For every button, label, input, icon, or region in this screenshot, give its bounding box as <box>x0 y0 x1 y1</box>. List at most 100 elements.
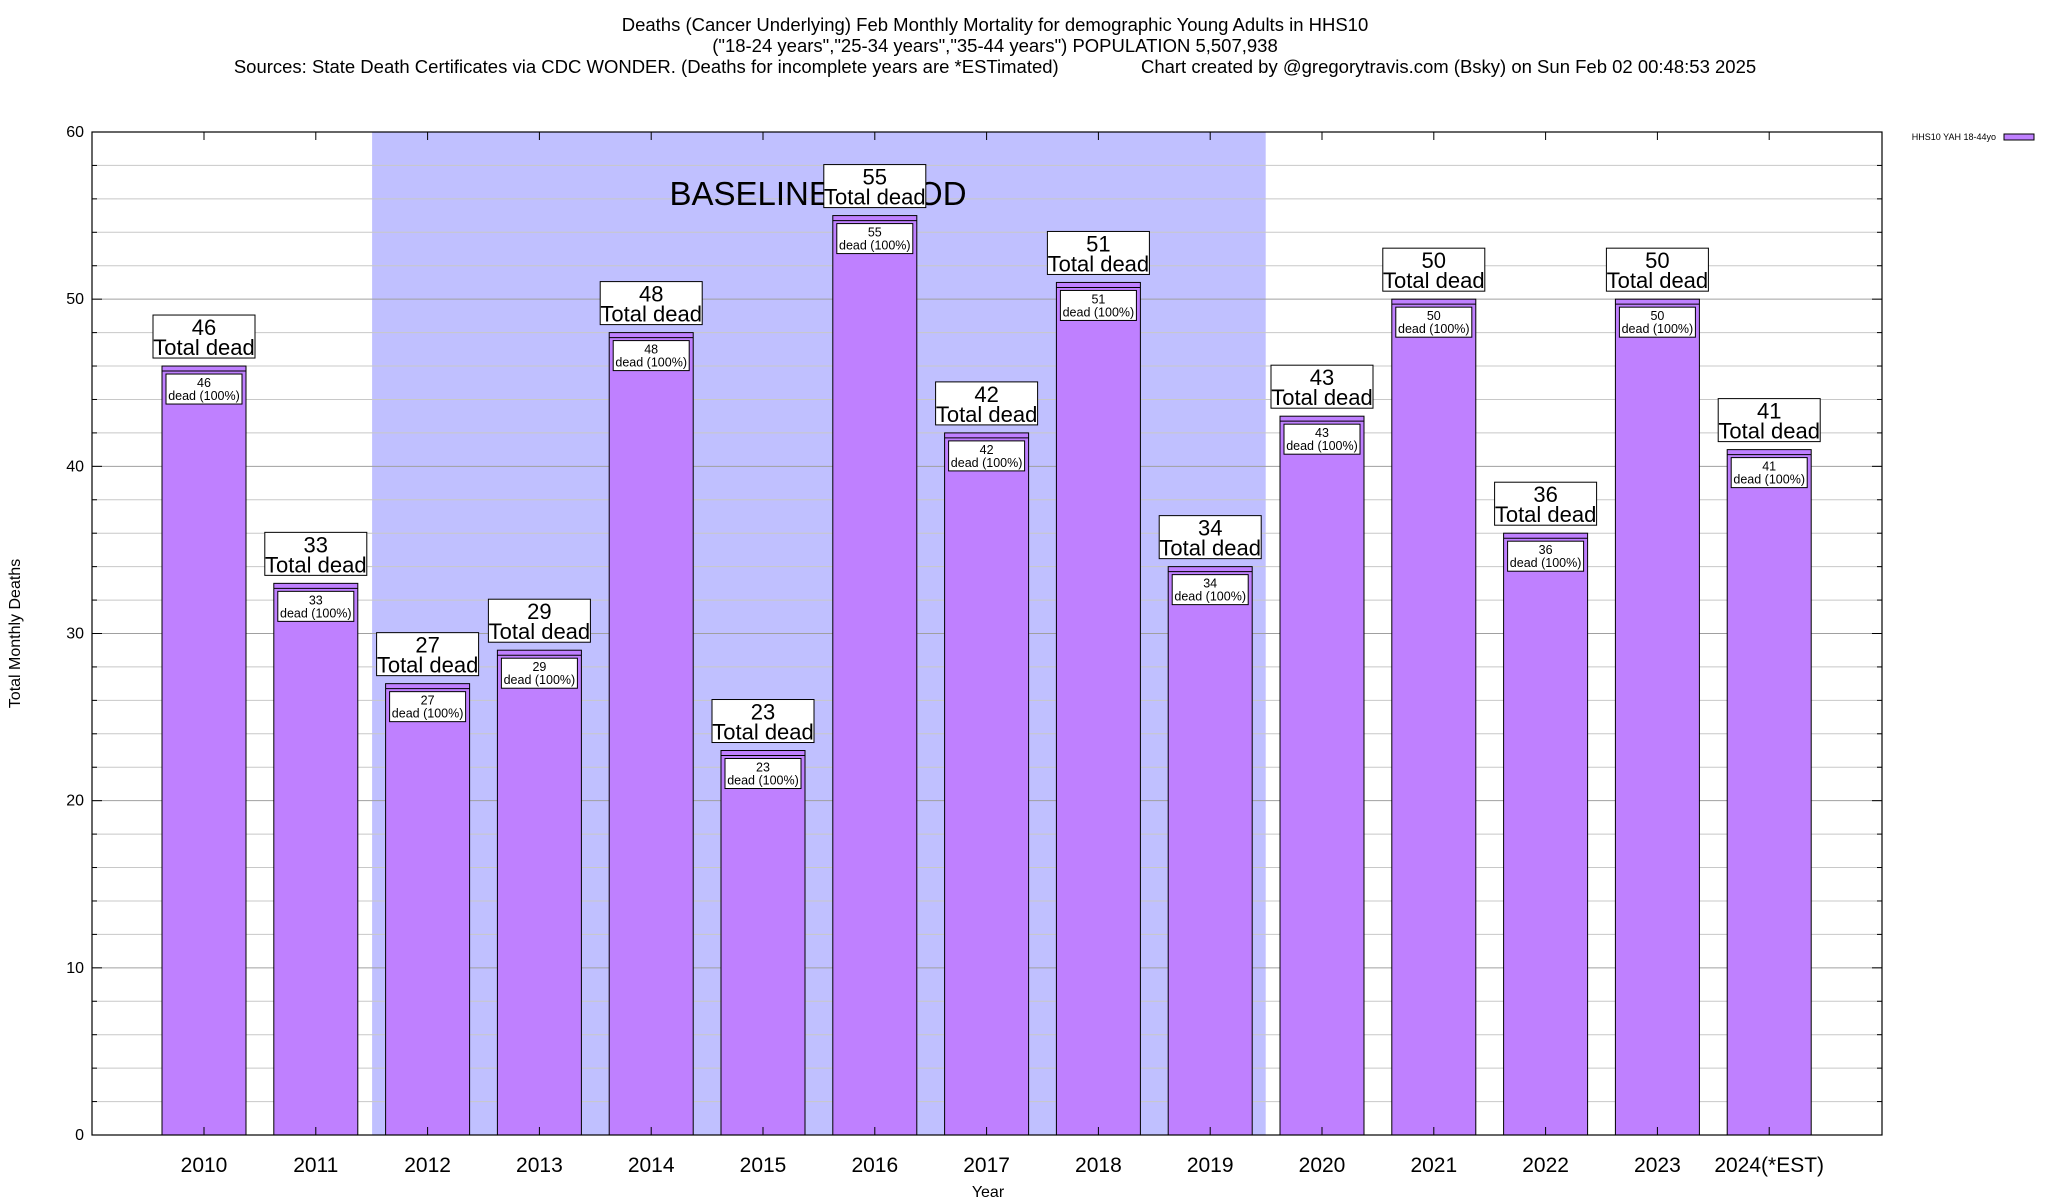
bar <box>720 750 806 1136</box>
x-tick-label: 2018 <box>1075 1154 1122 1177</box>
bar-inner-value: 41 <box>1762 460 1776 474</box>
bar-total-value: 42 <box>974 382 998 407</box>
bar-total-label: Total dead <box>936 402 1038 427</box>
bar-total-label: Total dead <box>1718 419 1820 444</box>
bar-inner-label-box <box>1395 306 1473 338</box>
x-tick-label: 2012 <box>404 1154 451 1177</box>
y-axis-label: Total Monthly Deaths <box>7 559 24 708</box>
bar-total-value: 55 <box>863 165 887 190</box>
legend-label: HHS10 YAH 18-44yo <box>1912 132 1996 142</box>
y-tick-label: 0 <box>75 1127 84 1144</box>
x-tick-label: 2021 <box>1410 1154 1457 1177</box>
bar-inner-label: dead (100%) <box>727 774 799 788</box>
y-tick-label: 10 <box>66 960 84 977</box>
bar <box>832 215 918 1136</box>
bar-inner-label: dead (100%) <box>168 389 240 403</box>
bar-inner-value: 50 <box>1427 309 1441 323</box>
bar-inner-label-box <box>277 590 355 622</box>
bar-inner-label: dead (100%) <box>1063 305 1135 319</box>
bar-total-label: Total dead <box>1271 385 1373 410</box>
bar-inner-label-box <box>724 758 802 790</box>
bar-inner-value: 46 <box>197 376 211 390</box>
x-tick-label: 2023 <box>1634 1154 1681 1177</box>
bar-total-label: Total dead <box>1159 536 1261 561</box>
bar-total-value: 41 <box>1757 399 1781 424</box>
bar-inner-value: 48 <box>644 343 658 357</box>
bar-total-label: Total dead <box>1383 268 1485 293</box>
legend-swatch <box>2003 133 2035 141</box>
bar-inner-label: dead (100%) <box>1510 556 1582 570</box>
bar <box>608 332 694 1136</box>
bar-inner-label-box <box>612 340 690 372</box>
x-axis-label: Year <box>972 1184 1005 1200</box>
bar-total-value: 34 <box>1198 516 1222 541</box>
bar-total-label-box <box>711 699 815 744</box>
bar-total-value: 46 <box>192 315 216 340</box>
y-tick-label: 20 <box>66 793 84 810</box>
x-tick-label: 2020 <box>1299 1154 1346 1177</box>
bar <box>1614 298 1700 1136</box>
bar-inner-value: 50 <box>1650 309 1664 323</box>
bar-total-label-box <box>599 281 703 326</box>
bar-total-label-box <box>1717 398 1821 443</box>
bar-inner-value: 43 <box>1315 426 1329 440</box>
x-tick-label: 2019 <box>1187 1154 1234 1177</box>
bar-total-label: Total dead <box>712 720 814 745</box>
bar-inner-value: 34 <box>1203 577 1217 591</box>
y-tick-label: 30 <box>66 626 84 643</box>
bar-inner-value: 36 <box>1539 543 1553 557</box>
bar-total-label-box <box>1605 247 1709 292</box>
bar-total-label-box <box>1382 247 1486 292</box>
bar-total-label-box <box>1158 515 1262 560</box>
bar-inner-label: dead (100%) <box>1622 322 1694 336</box>
x-tick-label: 2017 <box>963 1154 1010 1177</box>
bar-inner-label: dead (100%) <box>280 606 352 620</box>
bar-inner-label-box <box>500 657 578 689</box>
bar-inner-label: dead (100%) <box>392 707 464 721</box>
bar-total-value: 48 <box>639 282 663 307</box>
y-tick-label: 50 <box>66 291 84 308</box>
bar-inner-label: dead (100%) <box>1286 439 1358 453</box>
bar-total-label: Total dead <box>153 335 255 360</box>
bar-total-value: 27 <box>415 633 439 658</box>
bar-inner-label-box <box>165 373 243 405</box>
bar-total-value: 51 <box>1086 231 1110 256</box>
x-tick-label: 2022 <box>1522 1154 1569 1177</box>
bar-total-value: 50 <box>1645 248 1669 273</box>
bar-total-label: Total dead <box>265 552 367 577</box>
chart-title: Deaths (Cancer Underlying) Feb Monthly M… <box>621 14 1369 35</box>
bar-total-label: Total dead <box>1607 268 1709 293</box>
bar-inner-label-box <box>836 223 914 255</box>
bar <box>273 582 359 1136</box>
x-tick-label: 2014 <box>628 1154 675 1177</box>
bar-inner-value: 55 <box>868 226 882 240</box>
bar-inner-value: 33 <box>309 593 323 607</box>
bar-inner-label-box <box>1730 457 1808 489</box>
bar-inner-value: 23 <box>756 761 770 775</box>
bar-inner-label-box <box>948 440 1026 472</box>
x-tick-label: 2024(*EST) <box>1714 1154 1824 1177</box>
chart-sources: Sources: State Death Certificates via CD… <box>233 56 1757 77</box>
bar-inner-value: 27 <box>421 694 435 708</box>
bar-total-value: 50 <box>1422 248 1446 273</box>
bar-total-value: 23 <box>751 700 775 725</box>
bar-total-label-box <box>264 531 368 576</box>
bar-inner-label-box <box>1507 540 1585 572</box>
bar-inner-label-box <box>1283 423 1361 455</box>
bar-inner-label-box <box>389 691 467 723</box>
bar-total-label-box <box>935 381 1039 426</box>
bar <box>161 365 247 1136</box>
x-tick-label: 2011 <box>293 1154 338 1177</box>
bar-total-label: Total dead <box>1048 251 1150 276</box>
bar-total-label-box <box>823 164 927 209</box>
bar-total-label: Total dead <box>824 185 926 210</box>
bar-inner-label: dead (100%) <box>951 456 1023 470</box>
y-tick-label: 40 <box>66 458 84 475</box>
bar <box>1055 281 1141 1136</box>
bar <box>944 432 1030 1136</box>
bar-inner-label: dead (100%) <box>1174 590 1246 604</box>
bar <box>1391 298 1477 1136</box>
bar-total-label: Total dead <box>377 653 479 678</box>
x-tick-label: 2015 <box>740 1154 787 1177</box>
bar-inner-label: dead (100%) <box>1733 473 1805 487</box>
